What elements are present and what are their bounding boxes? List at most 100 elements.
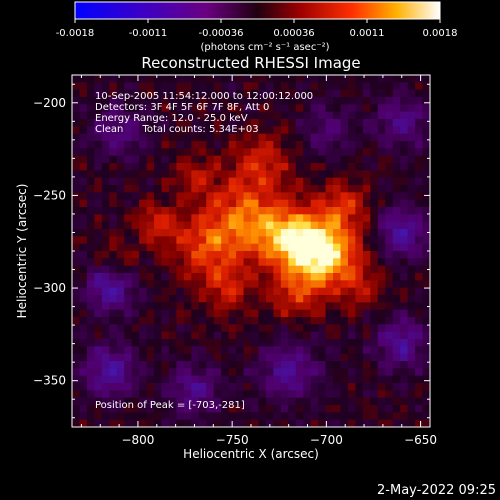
heatmap-cell [392,126,401,135]
heatmap-cell [198,375,207,384]
heatmap-cell [318,383,327,391]
heatmap-cell [370,75,379,83]
heatmap-cell [333,97,342,105]
heatmap-cell [213,397,222,406]
heatmap-cell [251,148,260,157]
heatmap-cell [333,82,342,91]
heatmap-cell [392,119,401,127]
heatmap-cell [333,317,342,325]
heatmap-cell [79,295,88,303]
heatmap-cell [191,111,200,120]
heatmap-cell [288,214,297,223]
heatmap-cell [280,412,289,421]
heatmap-cell [422,89,430,98]
heatmap-cell [213,97,222,105]
heatmap-cell [72,229,81,237]
heatmap-cell [109,236,118,245]
y-tick-label: −300 [33,281,66,295]
heatmap-cell [161,368,170,377]
heatmap-cell [86,155,95,164]
heatmap-cell [176,287,185,296]
heatmap-cell [146,104,155,113]
heatmap-cell [168,119,178,127]
heatmap-cell [101,383,110,391]
heatmap-cell [131,236,140,245]
heatmap-cell [333,353,342,362]
heatmap-cell [191,199,200,208]
heatmap-cell [168,280,178,289]
heatmap-cell [392,412,401,421]
heatmap-cell [303,111,312,120]
heatmap-cell [288,207,297,215]
heatmap-cell [362,295,371,303]
heatmap-cell [109,155,118,164]
heatmap-cell [183,324,192,333]
heatmap-cell [265,258,274,267]
heatmap-cell [116,368,125,377]
heatmap-cell [415,170,424,179]
heatmap-cell [101,133,110,142]
heatmap-cell [124,214,133,223]
heatmap-cell [347,361,357,369]
heatmap-cell [116,309,125,318]
heatmap-cell [280,368,289,377]
heatmap-cell [191,251,200,259]
heatmap-cell [131,141,140,149]
heatmap-cell [377,346,386,355]
heatmap-cell [86,185,95,193]
heatmap-cell [340,324,349,333]
heatmap-cell [265,251,274,259]
heatmap-cell [101,353,110,362]
heatmap-cell [318,390,327,399]
heatmap-cell [176,185,185,193]
heatmap-cell [228,75,237,83]
heatmap-cell [139,192,148,201]
heatmap-cell [280,199,289,208]
heatmap-cell [221,75,230,83]
heatmap-cell [221,346,230,355]
heatmap-cell [146,309,155,318]
heatmap-cell [109,390,118,399]
heatmap-cell [94,361,103,369]
heatmap-cell [191,214,200,223]
heatmap-cell [72,148,81,157]
heatmap-cell [154,273,163,281]
heatmap-cell [288,199,297,208]
heatmap-cell [154,133,163,142]
heatmap-cell [392,148,401,157]
heatmap-cell [385,207,394,215]
heatmap-cell [355,185,364,193]
heatmap-cell [183,302,192,311]
heatmap-cell [86,287,95,296]
heatmap-cell [109,280,118,289]
heatmap-cell [168,214,178,223]
heatmap-cell [154,192,163,201]
heatmap-cell [154,104,163,113]
heatmap-cell [340,148,349,157]
heatmap-cell [377,170,386,179]
heatmap-cell [124,192,133,201]
heatmap-cell [251,412,260,421]
heatmap-cell [236,111,245,120]
heatmap-cell [206,207,215,215]
heatmap-cell [370,295,379,303]
heatmap-cell [236,353,245,362]
heatmap-cell [407,214,416,223]
heatmap-cell [161,236,170,245]
heatmap-cell [72,317,81,325]
heatmap-cell [154,339,163,347]
heatmap-cell [407,243,416,252]
heatmap-cell [94,317,103,325]
heatmap-cell [168,331,178,340]
heatmap-cell [280,170,289,179]
heatmap-cell [72,390,81,399]
heatmap-cell [228,339,237,347]
heatmap-cell [273,82,282,91]
heatmap-cell [94,177,103,186]
heatmap-cell [168,97,178,105]
heatmap-cell [176,82,185,91]
heatmap-cell [385,155,394,164]
heatmap-cell [325,397,334,406]
heatmap-cell [415,133,424,142]
heatmap-cell [422,251,430,259]
